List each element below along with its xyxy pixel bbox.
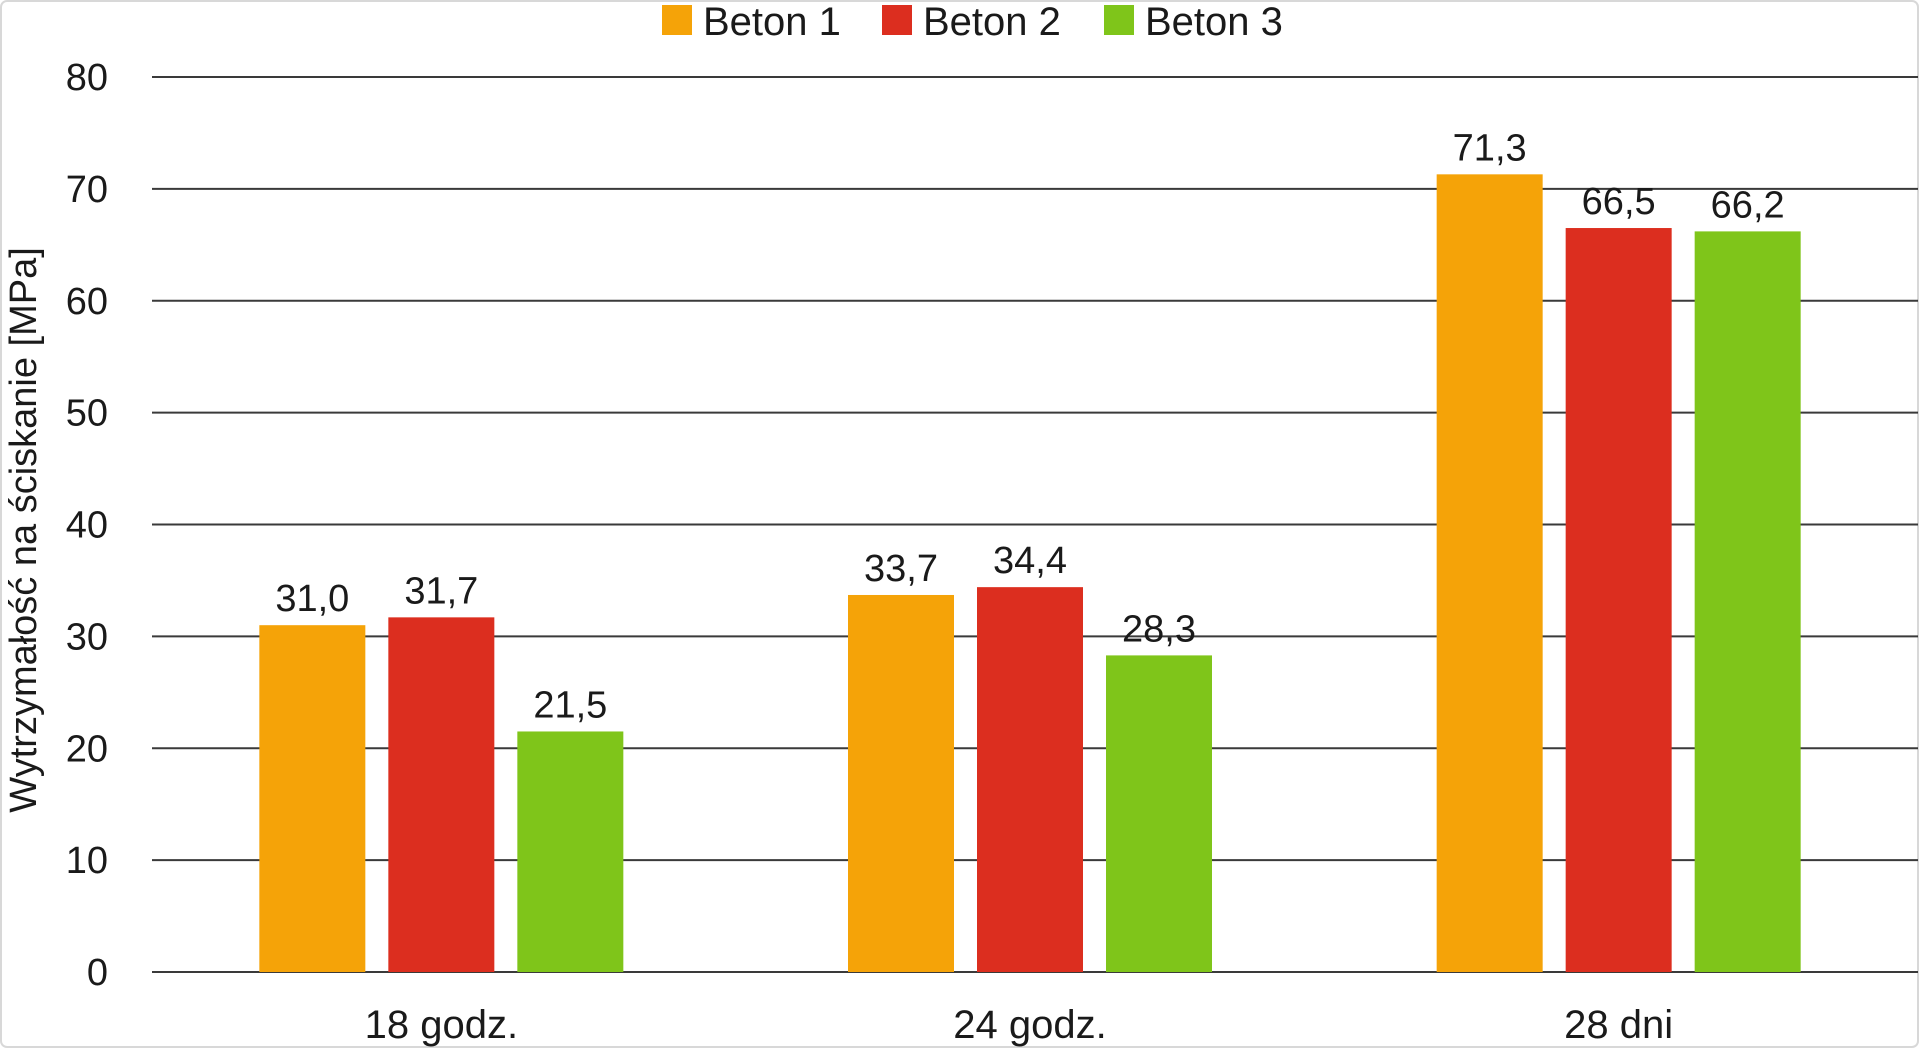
legend-swatch xyxy=(1104,5,1134,35)
bar-beton-1-1 xyxy=(259,625,366,972)
data-label: 33,7 xyxy=(864,548,938,590)
y-tick-label: 50 xyxy=(66,393,108,435)
bar-beton-2-2 xyxy=(977,587,1083,972)
x-axis-categories: 18 godz. 24 godz. 28 dni xyxy=(365,1003,1674,1047)
y-tick-label: 30 xyxy=(66,616,108,658)
bar-beton-1-3 xyxy=(1436,174,1543,973)
bar-beton-3-2 xyxy=(1106,655,1212,972)
y-tick-label: 70 xyxy=(66,169,108,211)
x-category-label: 24 godz. xyxy=(953,1003,1106,1047)
data-label: 66,5 xyxy=(1582,181,1656,223)
bars xyxy=(259,174,1801,973)
data-label: 21,5 xyxy=(533,684,607,726)
data-label: 34,4 xyxy=(993,540,1067,582)
y-tick-label: 80 xyxy=(66,57,108,99)
legend-label: Beton 2 xyxy=(923,0,1061,44)
bar-beton-2-3 xyxy=(1565,228,1672,972)
legend-swatch xyxy=(882,5,912,35)
y-tick-label: 10 xyxy=(66,840,108,882)
y-axis-ticks: 0 10 20 30 40 50 60 70 80 xyxy=(66,57,108,994)
data-label: 31,7 xyxy=(404,570,478,612)
data-labels: 31,0 31,7 21,5 33,7 34,4 28,3 71,3 66,5 66,2 xyxy=(275,127,1784,726)
bar-beton-1-2 xyxy=(848,594,954,972)
legend: Beton 1 Beton 2 Beton 3 xyxy=(662,0,1283,44)
data-label: 66,2 xyxy=(1711,184,1785,226)
bar-beton-3-1 xyxy=(517,731,624,972)
legend-label: Beton 3 xyxy=(1145,0,1283,44)
data-label: 28,3 xyxy=(1122,608,1196,650)
data-label: 71,3 xyxy=(1453,127,1527,169)
x-category-label: 28 dni xyxy=(1564,1003,1673,1047)
bar-beton-2-1 xyxy=(388,617,495,972)
bar-beton-3-3 xyxy=(1694,231,1801,972)
data-label: 31,0 xyxy=(275,578,349,620)
y-tick-label: 0 xyxy=(87,952,108,994)
y-tick-label: 60 xyxy=(66,281,108,323)
legend-label: Beton 1 xyxy=(703,0,841,44)
y-tick-label: 20 xyxy=(66,728,108,770)
x-category-label: 18 godz. xyxy=(365,1003,518,1047)
y-tick-label: 40 xyxy=(66,505,108,547)
y-axis-title: Wytrzymałość na ściskanie [MPa] xyxy=(3,247,45,813)
legend-swatch xyxy=(662,5,692,35)
